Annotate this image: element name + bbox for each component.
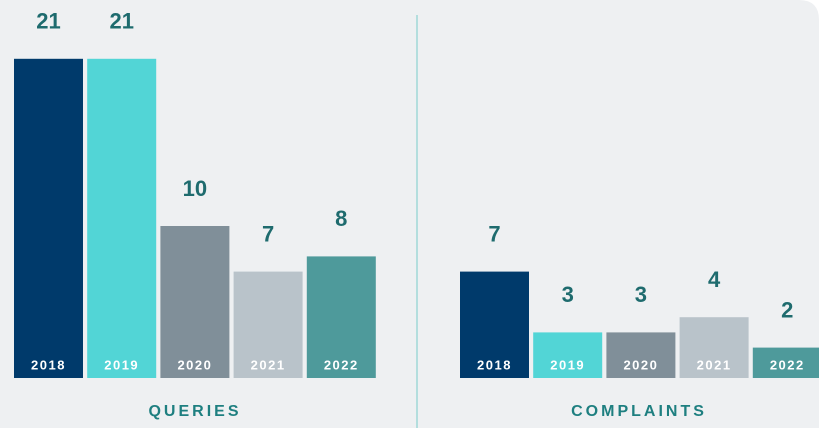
category-label: 2022 xyxy=(770,357,805,372)
chart-title: QUERIES xyxy=(148,403,241,420)
category-label: 2019 xyxy=(104,357,139,372)
bar xyxy=(87,58,157,379)
chart-title: COMPLAINTS xyxy=(571,403,707,420)
value-label: 10 xyxy=(183,176,207,201)
category-label: 2019 xyxy=(550,357,585,372)
category-label: 2018 xyxy=(477,357,512,372)
bar xyxy=(14,58,83,379)
category-label: 2021 xyxy=(697,357,732,372)
bar xyxy=(679,317,749,378)
value-label: 8 xyxy=(335,206,347,231)
category-label: 2022 xyxy=(324,357,359,372)
bar xyxy=(306,256,376,378)
value-label: 3 xyxy=(635,282,647,307)
value-label: 3 xyxy=(562,282,574,307)
category-label: 2018 xyxy=(31,357,66,372)
value-label: 21 xyxy=(36,9,60,34)
bar xyxy=(606,332,676,378)
category-label: 2020 xyxy=(177,357,212,372)
category-label: 2020 xyxy=(623,357,658,372)
bar xyxy=(233,271,303,378)
category-label: 2021 xyxy=(251,357,286,372)
value-label: 21 xyxy=(109,9,133,34)
bar xyxy=(160,226,230,378)
value-label: 7 xyxy=(262,221,274,246)
value-label: 4 xyxy=(708,267,721,292)
bar xyxy=(752,347,819,378)
value-label: 7 xyxy=(488,221,500,246)
bar xyxy=(460,271,529,378)
bar xyxy=(533,332,603,378)
value-label: 2 xyxy=(781,297,793,322)
